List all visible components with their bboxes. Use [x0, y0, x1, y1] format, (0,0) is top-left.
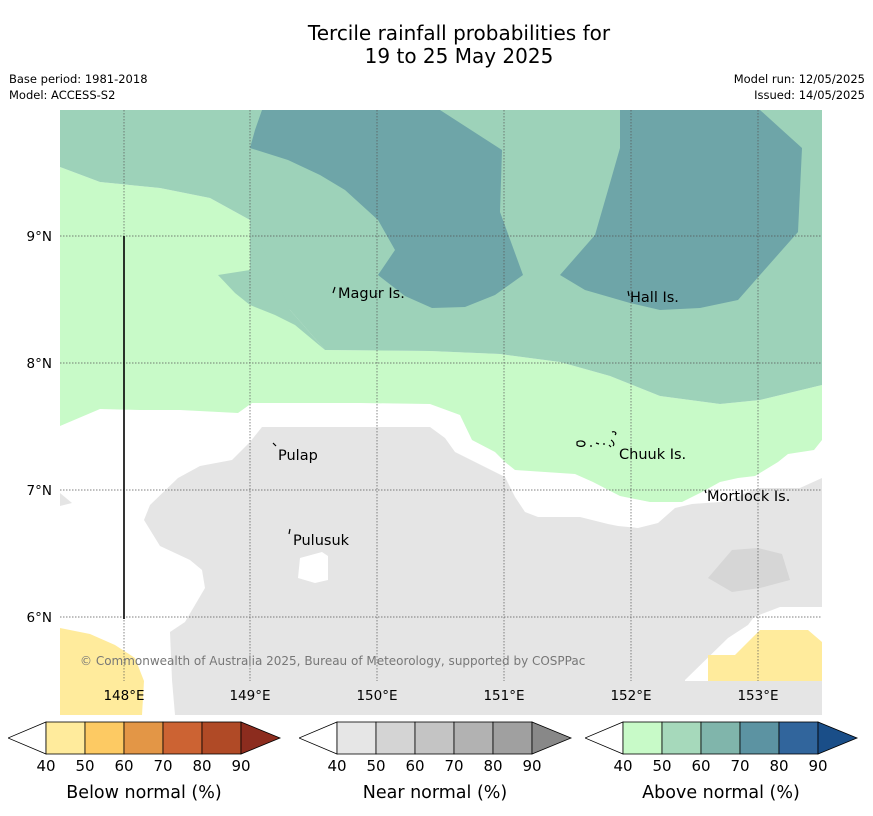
colorbar-over-arrow — [531, 721, 573, 755]
label-hall: Hall Is. — [630, 290, 679, 306]
colorbar-swatch — [336, 721, 377, 755]
title-line-2: 19 to 25 May 2025 — [364, 44, 554, 68]
mortlock-island-mark — [704, 489, 707, 494]
colorbar-tick: 40 — [613, 757, 632, 775]
colorbar-swatch — [201, 721, 242, 755]
near-hole — [298, 552, 328, 583]
colorbar-tick: 80 — [483, 757, 502, 775]
colorbar-swatch — [84, 721, 125, 755]
colorbar-tick: 80 — [769, 757, 788, 775]
colorbar-tick: 70 — [444, 757, 463, 775]
copyright-notice: © Commonwealth of Australia 2025, Bureau… — [80, 654, 585, 668]
colorbar-under-arrow — [299, 721, 338, 755]
hall-island-mark — [627, 290, 630, 297]
above-60-region-west — [250, 110, 523, 308]
colorbar-tick: 50 — [652, 757, 671, 775]
map-fills — [60, 110, 822, 715]
colorbar-over-arrow — [817, 721, 859, 755]
colorbar-swatch — [162, 721, 203, 755]
colorbar-swatch — [453, 721, 494, 755]
colorbar-tick: 60 — [405, 757, 424, 775]
colorbar-label: Below normal (%) — [66, 783, 221, 803]
above-50-west-lobe — [218, 220, 325, 370]
colorbar-tick: 80 — [192, 757, 211, 775]
colorbar-tick: 70 — [730, 757, 749, 775]
map-title: Tercile rainfall probabilities for 19 to… — [0, 22, 873, 68]
label-chuuk: Chuuk Is. — [619, 447, 686, 463]
above-40-region — [60, 167, 822, 502]
colorbar-under-arrow — [585, 721, 624, 755]
lat-tick: 6°N — [27, 610, 52, 626]
colorbar-tick: 40 — [327, 757, 346, 775]
label-magur: Magur Is. — [338, 286, 405, 302]
probability-map: Magur Is. Hall Is. Pulap Chuuk Is. Pulus… — [27, 110, 822, 715]
label-mortlock: Mortlock Is. — [707, 489, 790, 505]
issued-date: Issued: 14/05/2025 — [754, 88, 865, 102]
pulusuk-island-mark — [288, 528, 291, 535]
colorbar-tick: 60 — [691, 757, 710, 775]
lat-tick-labels: 9°N 8°N 7°N 6°N — [27, 229, 52, 626]
lat-tick: 9°N — [27, 229, 52, 245]
above-60-region-east — [560, 110, 802, 310]
lon-tick: 149°E — [229, 688, 270, 704]
colorbar-swatch — [375, 721, 416, 755]
pulap-island-mark — [272, 442, 277, 447]
base-period: Base period: 1981-2018 — [9, 72, 148, 86]
colorbar-below: 40 50 60 70 80 90 Below normal (%) — [8, 721, 282, 803]
place-labels: Magur Is. Hall Is. Pulap Chuuk Is. Pulus… — [278, 286, 790, 549]
colorbar-swatch — [778, 721, 819, 755]
colorbar-over-arrow — [240, 721, 282, 755]
colorbar-label: Near normal (%) — [363, 783, 508, 803]
lon-tick: 152°E — [610, 688, 651, 704]
lon-tick: 153°E — [737, 688, 778, 704]
colorbar-swatch — [123, 721, 164, 755]
colorbar-tick: 90 — [808, 757, 827, 775]
colorbar-label: Above normal (%) — [642, 783, 800, 803]
colorbar-swatch — [661, 721, 702, 755]
colorbar-swatch — [622, 721, 663, 755]
label-pulap: Pulap — [278, 448, 318, 464]
below-40-region-west — [60, 628, 144, 715]
model-run: Model run: 12/05/2025 — [733, 72, 865, 86]
colorbar-swatch — [492, 721, 533, 755]
colorbar-tick: 60 — [114, 757, 133, 775]
magur-island-mark — [332, 286, 336, 294]
below-40-region-east — [708, 630, 822, 681]
lon-tick: 150°E — [356, 688, 397, 704]
title-line-1: Tercile rainfall probabilities for — [307, 21, 611, 45]
colorbar-swatch — [45, 721, 86, 755]
lat-tick: 7°N — [27, 483, 52, 499]
near-40-region — [144, 427, 822, 715]
meta-right: Model run: 12/05/2025 Issued: 14/05/2025 — [734, 71, 865, 103]
colorbar-near: 40 50 60 70 80 90 Near normal (%) — [299, 721, 573, 803]
colorbar-tick: 90 — [522, 757, 541, 775]
colorbar-tick: 50 — [366, 757, 385, 775]
lat-tick: 8°N — [27, 356, 52, 372]
near-40-left-edge — [60, 493, 72, 506]
colorbar-tick: 40 — [36, 757, 55, 775]
chuuk-lagoon — [576, 431, 617, 448]
colorbar-under-arrow — [8, 721, 47, 755]
colorbar-swatch — [700, 721, 741, 755]
label-pulusuk: Pulusuk — [293, 533, 350, 549]
colorbar-swatch — [739, 721, 780, 755]
near-50-region — [708, 548, 790, 592]
colorbar-above: 40 50 60 70 80 90 Above normal (%) — [585, 721, 859, 803]
model-name: Model: ACCESS-S2 — [9, 88, 116, 102]
lon-tick-labels: 148°E 149°E 150°E 151°E 152°E 153°E — [103, 688, 778, 704]
colorbar-tick: 90 — [231, 757, 250, 775]
island-marks — [272, 286, 707, 535]
lon-tick: 151°E — [483, 688, 524, 704]
meta-left: Base period: 1981-2018 Model: ACCESS-S2 — [9, 71, 148, 103]
lon-tick: 148°E — [103, 688, 144, 704]
colorbar-tick: 50 — [75, 757, 94, 775]
colorbar-swatch — [414, 721, 455, 755]
colorbar-tick: 70 — [153, 757, 172, 775]
